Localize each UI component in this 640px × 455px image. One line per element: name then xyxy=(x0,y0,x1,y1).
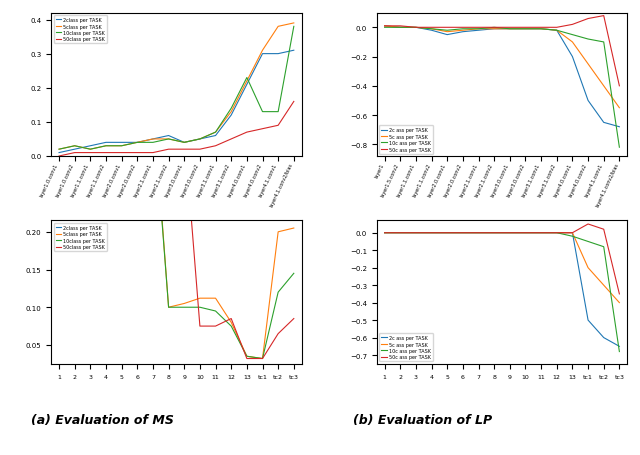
Legend: 2c ass per TASK, 5c ass per TASK, 10c ass per TASK, 50c ass per TASK: 2c ass per TASK, 5c ass per TASK, 10c as… xyxy=(379,126,433,154)
Legend: 2class per TASK, 5class per TASK, 10class per TASK, 50class per TASK: 2class per TASK, 5class per TASK, 10clas… xyxy=(54,16,107,44)
Legend: 2class per TASK, 5class per TASK, 10class per TASK, 50class per TASK: 2class per TASK, 5class per TASK, 10clas… xyxy=(54,223,107,252)
Text: (b) Evaluation of LP: (b) Evaluation of LP xyxy=(353,413,492,426)
Legend: 2c ass per TASK, 5c ass per TASK, 10c ass per TASK, 50c ass per TASK: 2c ass per TASK, 5c ass per TASK, 10c as… xyxy=(379,334,433,362)
Text: (a) Evaluation of MS: (a) Evaluation of MS xyxy=(31,413,174,426)
